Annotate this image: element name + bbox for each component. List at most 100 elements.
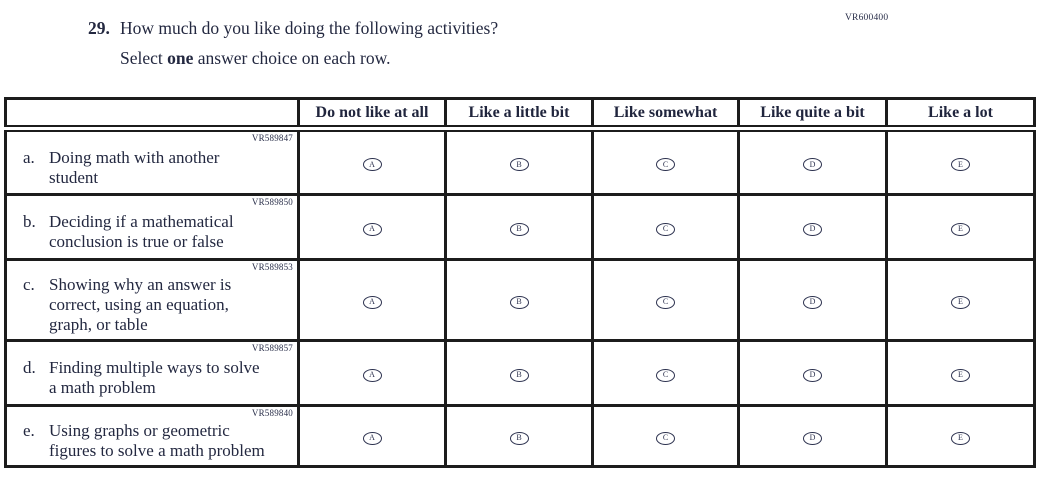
- row-code: VR589840: [251, 408, 293, 418]
- answer-cell[interactable]: C: [591, 127, 740, 196]
- answer-bubble[interactable]: E: [951, 295, 970, 309]
- header-col-somewhat: Like somewhat: [591, 97, 740, 132]
- answer-bubble-letter: E: [958, 224, 963, 233]
- answer-bubble[interactable]: E: [951, 158, 970, 171]
- answer-bubble-letter: A: [369, 224, 375, 233]
- answer-cell[interactable]: D: [737, 127, 888, 196]
- answer-bubble[interactable]: A: [362, 431, 382, 445]
- header-col-a-lot: Like a lot: [885, 97, 1036, 132]
- answer-cell[interactable]: E: [885, 258, 1036, 342]
- answer-bubble-letter: D: [809, 159, 816, 169]
- answer-bubble-letter: C: [662, 159, 669, 169]
- answer-bubble[interactable]: C: [656, 431, 675, 445]
- answer-bubble[interactable]: C: [656, 368, 675, 382]
- answer-bubble-letter: B: [516, 224, 522, 233]
- row-text: Finding multiple ways to solve a math pr…: [49, 358, 260, 397]
- answer-cell[interactable]: A: [297, 127, 447, 196]
- row-stub-cell: VR589857 d. Finding multiple ways to sol…: [4, 339, 300, 407]
- answer-cell[interactable]: E: [885, 339, 1036, 407]
- answer-bubble[interactable]: C: [656, 295, 675, 309]
- row-text: Deciding if a mathematical conclusion is…: [49, 212, 234, 251]
- answer-bubble-letter: D: [809, 370, 816, 379]
- answer-matrix-table: Do not like at all Like a little bit Lik…: [4, 97, 1036, 468]
- answer-bubble[interactable]: B: [509, 158, 529, 171]
- answer-cell[interactable]: B: [444, 339, 594, 407]
- answer-cell[interactable]: D: [737, 339, 888, 407]
- table-row: VR589850 b. Deciding if a mathematical c…: [4, 193, 1036, 261]
- row-stub-cell: VR589850 b. Deciding if a mathematical c…: [4, 193, 300, 261]
- answer-cell[interactable]: A: [297, 339, 447, 407]
- answer-cell[interactable]: E: [885, 193, 1036, 261]
- answer-cell[interactable]: D: [737, 404, 888, 468]
- row-text: Showing why an answer is correct, using …: [49, 275, 232, 334]
- answer-cell[interactable]: B: [444, 127, 594, 196]
- answer-bubble[interactable]: B: [509, 295, 529, 309]
- answer-bubble[interactable]: D: [803, 295, 822, 309]
- answer-bubble-letter: D: [809, 433, 816, 442]
- answer-bubble[interactable]: E: [951, 222, 970, 236]
- answer-cell[interactable]: B: [444, 404, 594, 468]
- table-row: VR589853 c. Showing why an answer is cor…: [4, 258, 1036, 342]
- row-letter: a.: [23, 147, 35, 167]
- answer-bubble-letter: A: [369, 159, 375, 169]
- answer-table-body: VR589847 a. Doing math with another stud…: [4, 127, 1036, 468]
- table-row: VR589857 d. Finding multiple ways to sol…: [4, 339, 1036, 407]
- answer-cell[interactable]: D: [737, 258, 888, 342]
- answer-bubble-letter: E: [958, 370, 963, 379]
- answer-cell[interactable]: C: [591, 258, 740, 342]
- answer-cell[interactable]: D: [737, 193, 888, 261]
- row-stub-cell: VR589840 e. Using graphs or geometric fi…: [4, 404, 300, 468]
- answer-bubble-letter: B: [516, 159, 522, 169]
- row-code: VR589847: [251, 133, 293, 143]
- answer-bubble-letter: E: [958, 433, 963, 442]
- answer-bubble[interactable]: D: [803, 222, 822, 236]
- answer-bubble[interactable]: A: [362, 158, 382, 171]
- answer-cell[interactable]: E: [885, 404, 1036, 468]
- answer-bubble[interactable]: C: [656, 222, 675, 236]
- table-row: VR589847 a. Doing math with another stud…: [4, 127, 1036, 196]
- answer-cell[interactable]: A: [297, 258, 447, 342]
- answer-bubble[interactable]: E: [951, 431, 970, 445]
- answer-bubble-letter: B: [516, 297, 522, 306]
- header-col-little-bit: Like a little bit: [444, 97, 594, 132]
- table-row: VR589840 e. Using graphs or geometric fi…: [4, 404, 1036, 468]
- row-code: VR589850: [251, 197, 293, 207]
- row-letter: b.: [23, 212, 36, 231]
- question-number: 29.: [88, 18, 110, 38]
- answer-bubble[interactable]: A: [362, 295, 382, 309]
- answer-cell[interactable]: B: [444, 258, 594, 342]
- page-accession-code: VR600400: [845, 13, 889, 23]
- answer-cell[interactable]: E: [885, 127, 1036, 196]
- answer-bubble[interactable]: A: [362, 222, 382, 236]
- answer-bubble[interactable]: B: [509, 222, 529, 236]
- answer-cell[interactable]: B: [444, 193, 594, 261]
- answer-bubble-letter: B: [516, 370, 522, 379]
- answer-cell[interactable]: C: [591, 404, 740, 468]
- answer-cell[interactable]: C: [591, 339, 740, 407]
- answer-bubble[interactable]: C: [656, 158, 675, 171]
- row-letter: c.: [23, 275, 35, 294]
- question-text: How much do you like doing the following…: [120, 18, 499, 38]
- instruction-suffix: answer choice on each row.: [197, 48, 391, 68]
- answer-bubble-letter: C: [662, 370, 669, 379]
- row-letter: d.: [23, 358, 36, 377]
- answer-bubble-letter: A: [369, 433, 375, 442]
- answer-bubble[interactable]: D: [803, 158, 822, 171]
- answer-cell[interactable]: A: [297, 193, 447, 261]
- answer-bubble-letter: E: [958, 297, 963, 306]
- answer-bubble[interactable]: E: [951, 368, 970, 382]
- answer-cell[interactable]: C: [591, 193, 740, 261]
- answer-bubble-letter: A: [369, 370, 375, 379]
- answer-bubble[interactable]: B: [509, 431, 529, 445]
- answer-bubble[interactable]: B: [509, 368, 529, 382]
- answer-cell[interactable]: A: [297, 404, 447, 468]
- answer-bubble-letter: D: [809, 297, 816, 306]
- answer-bubble[interactable]: A: [362, 368, 382, 382]
- answer-bubble[interactable]: D: [803, 431, 822, 445]
- row-stub-cell: VR589847 a. Doing math with another stud…: [4, 127, 300, 196]
- answer-bubble[interactable]: D: [803, 368, 822, 382]
- header-col-do-not-like: Do not like at all: [297, 97, 447, 132]
- answer-bubble-letter: B: [516, 433, 522, 442]
- answer-bubble-letter: C: [662, 224, 669, 233]
